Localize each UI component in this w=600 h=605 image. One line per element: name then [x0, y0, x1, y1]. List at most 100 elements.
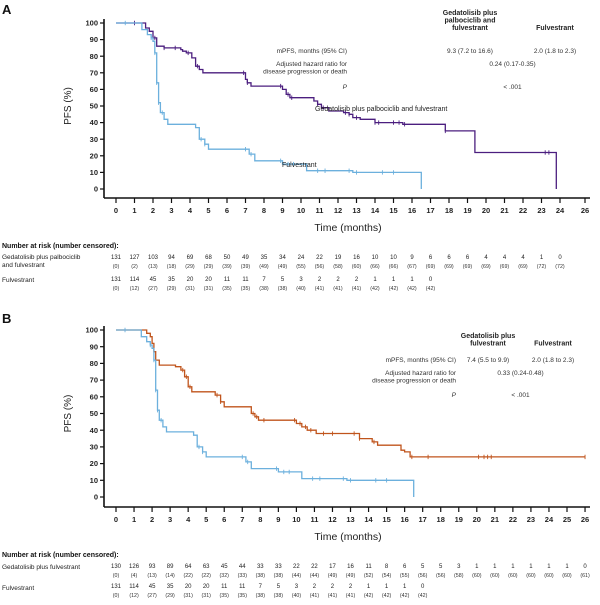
risk-at-risk: 93 [149, 564, 156, 570]
x-tick-label: 19 [463, 206, 471, 215]
risk-at-risk: 0 [558, 255, 562, 261]
risk-table-title: Number at risk (number censored): [2, 552, 119, 559]
risk-at-risk: 45 [221, 564, 228, 570]
risk-at-risk: 7 [259, 584, 263, 590]
x-tick-label: 19 [455, 515, 463, 524]
risk-censored: (49) [328, 573, 338, 579]
y-tick-label: 60 [90, 85, 98, 94]
risk-censored: (22) [201, 573, 211, 579]
risk-censored: (41) [315, 286, 325, 292]
risk-at-risk: 11 [224, 277, 231, 283]
risk-censored: (67) [407, 264, 417, 270]
stat-value: 9.3 (7.2 to 16.6) [447, 48, 493, 55]
y-tick-label: 0 [94, 185, 98, 194]
y-tick-label: 90 [90, 35, 98, 44]
risk-at-risk: 10 [372, 255, 379, 261]
risk-censored: (2) [131, 264, 138, 270]
risk-censored: (69) [481, 264, 491, 270]
risk-censored: (39) [241, 264, 251, 270]
risk-at-risk: 1 [529, 564, 533, 570]
x-tick-label: 0 [114, 206, 118, 215]
x-tick-label: 18 [445, 206, 453, 215]
risk-censored: (18) [167, 264, 177, 270]
risk-censored: (38) [278, 286, 288, 292]
risk-at-risk: 3 [299, 277, 303, 283]
stat-value: < .001 [511, 392, 530, 399]
risk-censored: (31) [183, 593, 193, 599]
risk-at-risk: 20 [185, 584, 192, 590]
risk-at-risk: 64 [185, 564, 192, 570]
risk-at-risk: 11 [239, 584, 246, 590]
y-tick-label: 20 [90, 459, 98, 468]
risk-at-risk: 0 [429, 277, 433, 283]
y-tick-label: 10 [90, 168, 98, 177]
risk-at-risk: 114 [129, 584, 139, 590]
risk-censored: (40) [296, 286, 306, 292]
risk-censored: (39) [222, 264, 232, 270]
risk-at-risk: 50 [224, 255, 231, 261]
risk-at-risk: 3 [295, 584, 299, 590]
risk-censored: (42) [370, 286, 380, 292]
risk-at-risk: 49 [242, 255, 249, 261]
risk-censored: (49) [259, 264, 269, 270]
stat-row-label: P [343, 84, 348, 91]
x-tick-label: 24 [545, 515, 554, 524]
risk-at-risk: 35 [168, 277, 175, 283]
x-tick-label: 9 [276, 515, 280, 524]
risk-at-risk: 130 [111, 564, 122, 570]
risk-censored: (29) [167, 286, 177, 292]
x-tick-label: 11 [310, 515, 318, 524]
risk-at-risk: 22 [293, 564, 300, 570]
risk-censored: (41) [352, 286, 362, 292]
x-tick-label: 14 [371, 206, 380, 215]
x-tick-label: 7 [240, 515, 244, 524]
x-tick-label: 3 [168, 515, 172, 524]
x-tick-label: 22 [519, 206, 527, 215]
risk-at-risk: 9 [410, 255, 414, 261]
risk-at-risk: 11 [242, 277, 249, 283]
x-tick-label: 7 [243, 206, 247, 215]
x-tick-label: 5 [206, 206, 210, 215]
risk-censored: (66) [370, 264, 380, 270]
x-tick-label: 21 [491, 515, 499, 524]
risk-censored: (42) [426, 286, 436, 292]
risk-at-risk: 131 [111, 584, 122, 590]
risk-censored: (33) [238, 573, 248, 579]
risk-censored: (42) [389, 286, 399, 292]
risk-at-risk: 2 [313, 584, 317, 590]
risk-at-risk: 44 [239, 564, 246, 570]
curve-label: Fulvestrant [282, 162, 317, 169]
risk-censored: (56) [418, 573, 428, 579]
stat-value: 0.33 (0.24-0.48) [497, 370, 543, 377]
risk-at-risk: 17 [329, 564, 336, 570]
risk-censored: (55) [400, 573, 410, 579]
x-tick-label: 24 [556, 206, 565, 215]
risk-censored: (69) [500, 264, 510, 270]
risk-at-risk: 7 [262, 277, 266, 283]
risk-at-risk: 0 [421, 584, 425, 590]
risk-at-risk: 5 [421, 564, 425, 570]
risk-at-risk: 2 [336, 277, 340, 283]
stat-row-label: Adjusted hazard ratio for [276, 61, 348, 68]
risk-censored: (31) [185, 286, 195, 292]
risk-at-risk: 5 [281, 277, 285, 283]
risk-censored: (35) [238, 593, 248, 599]
risk-at-risk: 94 [168, 255, 175, 261]
x-tick-label: 22 [509, 515, 517, 524]
risk-at-risk: 20 [203, 584, 210, 590]
x-tick-label: 12 [328, 515, 336, 524]
risk-censored: (0) [113, 573, 120, 579]
risk-censored: (69) [426, 264, 436, 270]
y-tick-label: 10 [90, 476, 98, 485]
risk-row-label: Fulvestrant [2, 585, 34, 592]
risk-at-risk: 1 [403, 584, 407, 590]
panel-letter: A [2, 2, 12, 17]
risk-censored: (56) [315, 264, 325, 270]
curve-label: Gedatolisib plus palbociclib and fulvest… [315, 106, 447, 113]
risk-censored: (44) [310, 573, 320, 579]
risk-at-risk: 24 [298, 255, 305, 261]
risk-at-risk: 1 [475, 564, 479, 570]
y-tick-label: 100 [85, 19, 98, 28]
stat-row-label: mPFS, months (95% CI) [386, 357, 456, 364]
stat-value: 7.4 (5.5 to 9.9) [467, 357, 509, 364]
